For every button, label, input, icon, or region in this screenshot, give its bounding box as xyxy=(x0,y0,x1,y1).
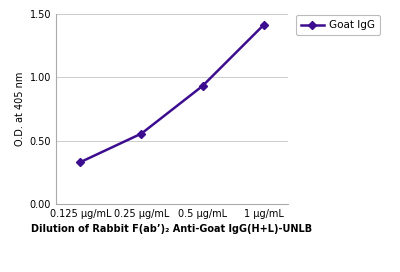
X-axis label: Dilution of Rabbit F(ab’)₂ Anti-Goat IgG(H+L)-UNLB: Dilution of Rabbit F(ab’)₂ Anti-Goat IgG… xyxy=(32,224,312,234)
Y-axis label: O.D. at 405 nm: O.D. at 405 nm xyxy=(16,72,26,146)
Legend: Goat IgG: Goat IgG xyxy=(296,15,380,35)
